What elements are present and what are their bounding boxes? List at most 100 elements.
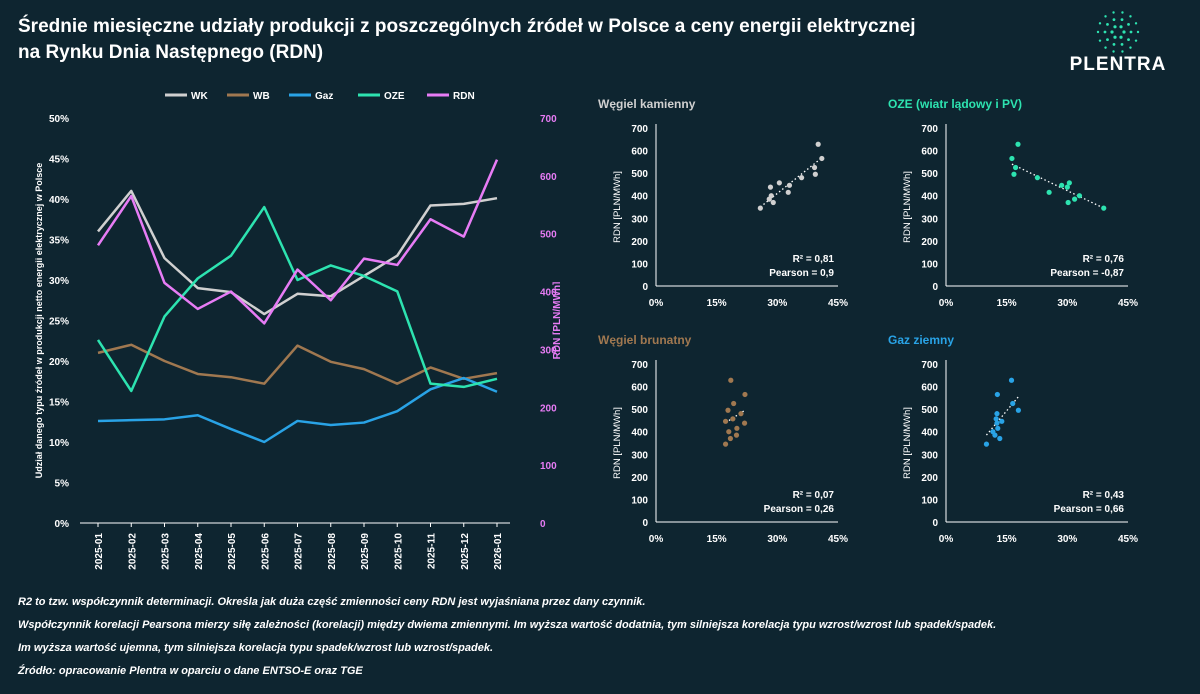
logo-dot (1121, 11, 1124, 14)
scatter-point (1008, 377, 1015, 383)
scatter-title: Gaz ziemny (888, 333, 954, 347)
scatter-y-tick-label: 100 (631, 259, 648, 270)
scatter-y-tick-label: 500 (631, 405, 648, 416)
legend-label-wk: WK (191, 91, 208, 102)
scatter-point (994, 420, 1000, 426)
x-tick-label: 2025-01 (94, 533, 105, 570)
logo-dot (1127, 22, 1130, 26)
scatter-y-tick-label: 100 (921, 259, 938, 270)
scatter-pearson-label: Pearson = 0,26 (764, 504, 835, 515)
scatter-pearson-label: Pearson = 0,9 (769, 268, 834, 279)
note-r2: R2 to tzw. współczynnik determinacji. Ok… (18, 596, 646, 608)
scatter-point (1012, 164, 1019, 171)
logo-dot (1103, 30, 1107, 34)
scatter-point (767, 184, 774, 190)
x-tick-label: 2025-06 (260, 533, 271, 570)
legend-label-rdn: RDN (453, 91, 475, 102)
scatter-y-tick-label: 600 (631, 383, 648, 394)
series-line-rdn (96, 159, 499, 325)
footnotes: R2 to tzw. współczynnik determinacji. Ok… (18, 594, 1178, 686)
x-tick-label: 2026-01 (493, 533, 504, 570)
scatter-point (1059, 182, 1065, 188)
scatter-point (819, 155, 825, 162)
scatter-y-tick-label: 700 (921, 360, 938, 371)
scatter-title: Węgiel brunatny (598, 333, 692, 347)
scatter-point (1066, 180, 1072, 186)
plentra-logo: PLENTRA (1058, 10, 1178, 76)
logo-text: PLENTRA (1069, 54, 1167, 75)
scatter-x-tick-label: 45% (1118, 534, 1138, 545)
logo-dot (1106, 22, 1109, 26)
logo-dot (1096, 30, 1100, 34)
logo-dot (1127, 38, 1130, 42)
x-tick-label: 2025-11 (427, 533, 438, 570)
scatter-y-tick-label: 500 (921, 405, 938, 416)
scatter-point (995, 425, 1001, 431)
logo-dot (1119, 25, 1123, 29)
y-tick-label: 35% (49, 236, 69, 247)
scatter-x-tick-label: 45% (1118, 298, 1138, 309)
scatter-y-tick-label: 400 (921, 428, 938, 439)
scatter-y-tick-label: 200 (631, 473, 648, 484)
logo-dot (1098, 22, 1102, 25)
scatter-point (728, 377, 734, 383)
x-tick-label: 2025-02 (127, 533, 138, 570)
logo-dot (1098, 39, 1102, 42)
scatter-y-tick-label: 0 (932, 282, 938, 293)
scatter-point (1034, 175, 1041, 181)
main-line-chart: 0% 5% 10% 15% 20% 25% 30% 35% 40% 45% 50% 0 100 200 30… (34, 91, 560, 570)
scatter-point (1072, 196, 1078, 202)
logo-dot (1134, 22, 1138, 25)
scatter-point (799, 175, 805, 181)
y-tick-label: 10% (49, 438, 69, 449)
x-tick-label: 2025-08 (327, 533, 338, 570)
scatter-y-tick-label: 200 (921, 237, 938, 248)
scatter-point (757, 205, 763, 211)
scatter-y-tick-label: 300 (921, 214, 938, 225)
scatter-point (1009, 155, 1015, 162)
scatter-point (785, 189, 791, 195)
scatter-chart-oze: OZE (wiatr lądowy i PV) 0 100 200 300 400 500 6… (888, 97, 1138, 309)
logo-dot (1112, 50, 1115, 53)
x-tick-label: 2025-09 (360, 533, 371, 570)
scatter-point (733, 432, 740, 438)
y-tick-label: 20% (49, 357, 69, 368)
y-tick-label: 15% (49, 398, 69, 409)
scatter-y-axis-title: RDN [PLN/MWh] (612, 171, 623, 243)
scatter-pearson-label: Pearson = -0,87 (1050, 268, 1124, 279)
y-tick-label: 45% (49, 155, 69, 166)
scatter-y-tick-label: 0 (642, 518, 648, 529)
logo-dot (1106, 38, 1109, 42)
scatter-point (766, 196, 772, 202)
page-title: Średnie miesięczne udziały produkcji z p… (18, 14, 916, 66)
y2-tick-label: 100 (540, 461, 557, 472)
scatter-point (727, 435, 734, 442)
x-tick-label: 2025-10 (393, 533, 404, 570)
scatter-point (776, 180, 782, 186)
series-line-gaz (97, 376, 498, 444)
note-negative: Im wyższa wartość ujemna, tym silniejsza… (18, 642, 493, 654)
scatter-r2-label: R² = 0,76 (1083, 254, 1125, 265)
y2-tick-label: 600 (540, 172, 557, 183)
scatter-x-tick-label: 0% (649, 534, 664, 545)
scatter-point (999, 418, 1005, 424)
scatter-x-tick-label: 45% (828, 298, 848, 309)
series-line-oze (96, 205, 498, 393)
scatter-point (811, 164, 818, 171)
scatter-y-tick-label: 300 (631, 214, 648, 225)
scatter-point (786, 182, 793, 188)
scatter-x-tick-label: 0% (939, 298, 954, 309)
scatter-y-tick-label: 700 (631, 124, 648, 135)
scatter-y-tick-label: 200 (921, 473, 938, 484)
scatter-point (734, 425, 740, 431)
scatter-chart-wb: Węgiel brunatny 0 100 200 300 400 500 600 700 0% 1… (598, 333, 848, 545)
scatter-y-axis-title: RDN [PLN/MWh] (612, 407, 623, 479)
scatter-trendline (985, 396, 1019, 436)
scatter-point (992, 432, 998, 438)
scatter-point (812, 171, 818, 177)
scatter-y-tick-label: 700 (921, 124, 938, 135)
logo-dot (1122, 30, 1126, 34)
scatter-y-tick-label: 600 (921, 383, 938, 394)
logo-dot (1129, 46, 1132, 49)
scatter-y-tick-label: 400 (631, 192, 648, 203)
